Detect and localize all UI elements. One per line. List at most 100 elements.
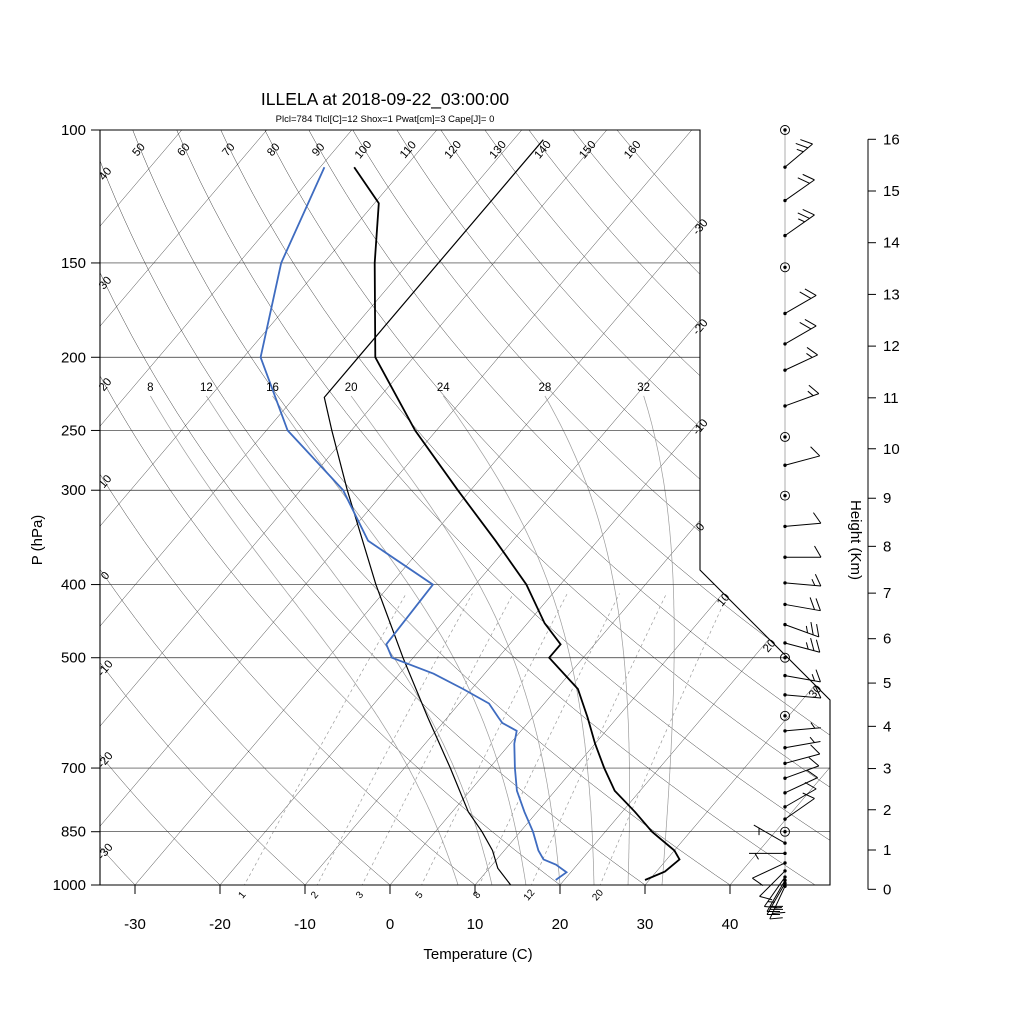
wind-barb	[783, 792, 815, 821]
sounding-curves	[259, 139, 681, 885]
plot-border	[99, 129, 831, 886]
dry-adiabat-label: 110	[398, 139, 419, 161]
height-tick-label: 10	[883, 441, 900, 458]
wind-barb	[783, 781, 817, 809]
wind-barb	[783, 736, 821, 750]
height-tick-label: 2	[883, 802, 891, 819]
dry-adiabat-line	[100, 130, 323, 885]
isotherm-line	[100, 130, 437, 885]
temperature-tick-label: 10	[467, 916, 484, 933]
mixing-ratio-line	[420, 593, 568, 885]
mixing-ratio-label: 12	[522, 887, 538, 903]
moist-adiabat-line	[206, 395, 493, 885]
mixing-ratio-line	[315, 593, 473, 885]
dry-adiabat-label: 60	[175, 141, 192, 159]
isotherm-line	[100, 130, 352, 885]
height-tick-label: 11	[883, 390, 899, 407]
height-tick-label: 12	[883, 338, 900, 355]
isotherm-line	[474, 130, 830, 885]
dry-adiabat-label: 130	[488, 139, 510, 161]
isotherm-line	[100, 130, 267, 885]
dry-adiabat-label: -10	[96, 658, 116, 678]
station-dot	[783, 656, 787, 660]
calm-circle	[780, 826, 790, 837]
dry-adiabat-label: 50	[130, 141, 147, 159]
dry-adiabat-line	[440, 130, 830, 885]
dry-adiabat-line	[100, 130, 754, 885]
temperature-curve	[353, 166, 681, 881]
mixing-ratio-label: 8	[471, 889, 483, 901]
dry-adiabat-line	[100, 130, 582, 885]
moist-adiabat-line	[272, 395, 527, 885]
mixing-ratio-line	[360, 593, 514, 885]
mixing-ratio-label: 1	[236, 889, 248, 901]
background-isopleths	[100, 130, 830, 885]
pressure-tick-label: 500	[61, 650, 86, 667]
moist-adiabat-label: 28	[539, 382, 552, 394]
pressure-tick-label: 150	[61, 255, 86, 272]
temperature-axis-label: Temperature (C)	[423, 946, 532, 963]
height-tick-label: 0	[883, 881, 891, 898]
isotherm-line	[100, 130, 607, 885]
station-dot	[783, 714, 787, 718]
height-tick-label: 5	[883, 675, 891, 692]
wind-barb	[780, 826, 790, 837]
wind-barb	[783, 384, 820, 408]
isotherm-line	[100, 130, 692, 885]
pressure-tick-label: 300	[61, 482, 86, 499]
wind-barb	[763, 875, 787, 909]
pressure-tick-label: 250	[61, 422, 86, 439]
station-dot	[783, 265, 787, 269]
isotherm-line	[559, 130, 830, 885]
dry-adiabat-label: 100	[353, 139, 375, 161]
calm-circle	[780, 431, 790, 442]
dry-adiabat-line	[100, 130, 668, 885]
dry-adiabat-line	[616, 130, 830, 885]
wind-barb	[783, 669, 821, 683]
dry-adiabat-line	[264, 130, 830, 885]
wind-barb	[783, 318, 817, 346]
wind-barb	[783, 209, 815, 238]
pressure-tick-label: 700	[61, 760, 86, 777]
wind-barb	[783, 347, 818, 372]
mixing-ratio-label: 2	[309, 889, 321, 901]
wind-barb	[783, 574, 822, 587]
moist-adiabat-line	[544, 395, 630, 885]
height-tick-label: 16	[883, 131, 900, 148]
wind-barb	[783, 769, 818, 795]
isotherm-line	[729, 130, 830, 885]
pressure-tick-label: 200	[61, 349, 86, 366]
temperature-tick-label: 20	[552, 916, 569, 933]
wind-barb	[783, 288, 817, 316]
height-tick-label: 14	[883, 235, 900, 252]
chart-subtitle: Plcl=784 Tlcl[C]=12 Shox=1 Pwat[cm]=3 Ca…	[276, 114, 495, 125]
pressure-axis-label: P (hPa)	[29, 515, 46, 566]
height-tick-label: 9	[883, 490, 891, 507]
dry-adiabat-label: 150	[577, 139, 599, 161]
height-tick-label: 15	[883, 183, 900, 200]
dry-adiabat-line	[528, 130, 830, 885]
moist-adiabat-label: 16	[266, 382, 279, 394]
dry-adiabat-line	[572, 130, 830, 885]
moist-adiabat-label: 8	[147, 382, 153, 394]
mixing-ratio-label: 20	[590, 887, 606, 903]
moist-adiabat-label: 24	[437, 382, 450, 394]
dry-adiabat-label: -30	[96, 842, 116, 862]
dry-adiabat-line	[100, 130, 410, 885]
wind-barb	[749, 851, 787, 860]
moist-adiabat-line	[150, 395, 459, 885]
isotherm-line	[389, 130, 830, 885]
moist-adiabat-line	[350, 395, 561, 885]
height-tick-label: 4	[883, 718, 891, 735]
moist-adiabat-label: 12	[200, 382, 213, 394]
dry-adiabat-label: -20	[96, 750, 116, 770]
temperature-tick-label: -10	[294, 916, 316, 933]
mixing-ratio-line	[599, 593, 729, 885]
isotherm-line	[100, 130, 182, 885]
isotherm-edge-label: -10	[691, 417, 711, 437]
wind-barb	[766, 878, 787, 913]
dry-adiabat-line	[100, 130, 496, 885]
pressure-tick-label: 400	[61, 577, 86, 594]
standard-atmosphere-curve	[323, 139, 544, 885]
